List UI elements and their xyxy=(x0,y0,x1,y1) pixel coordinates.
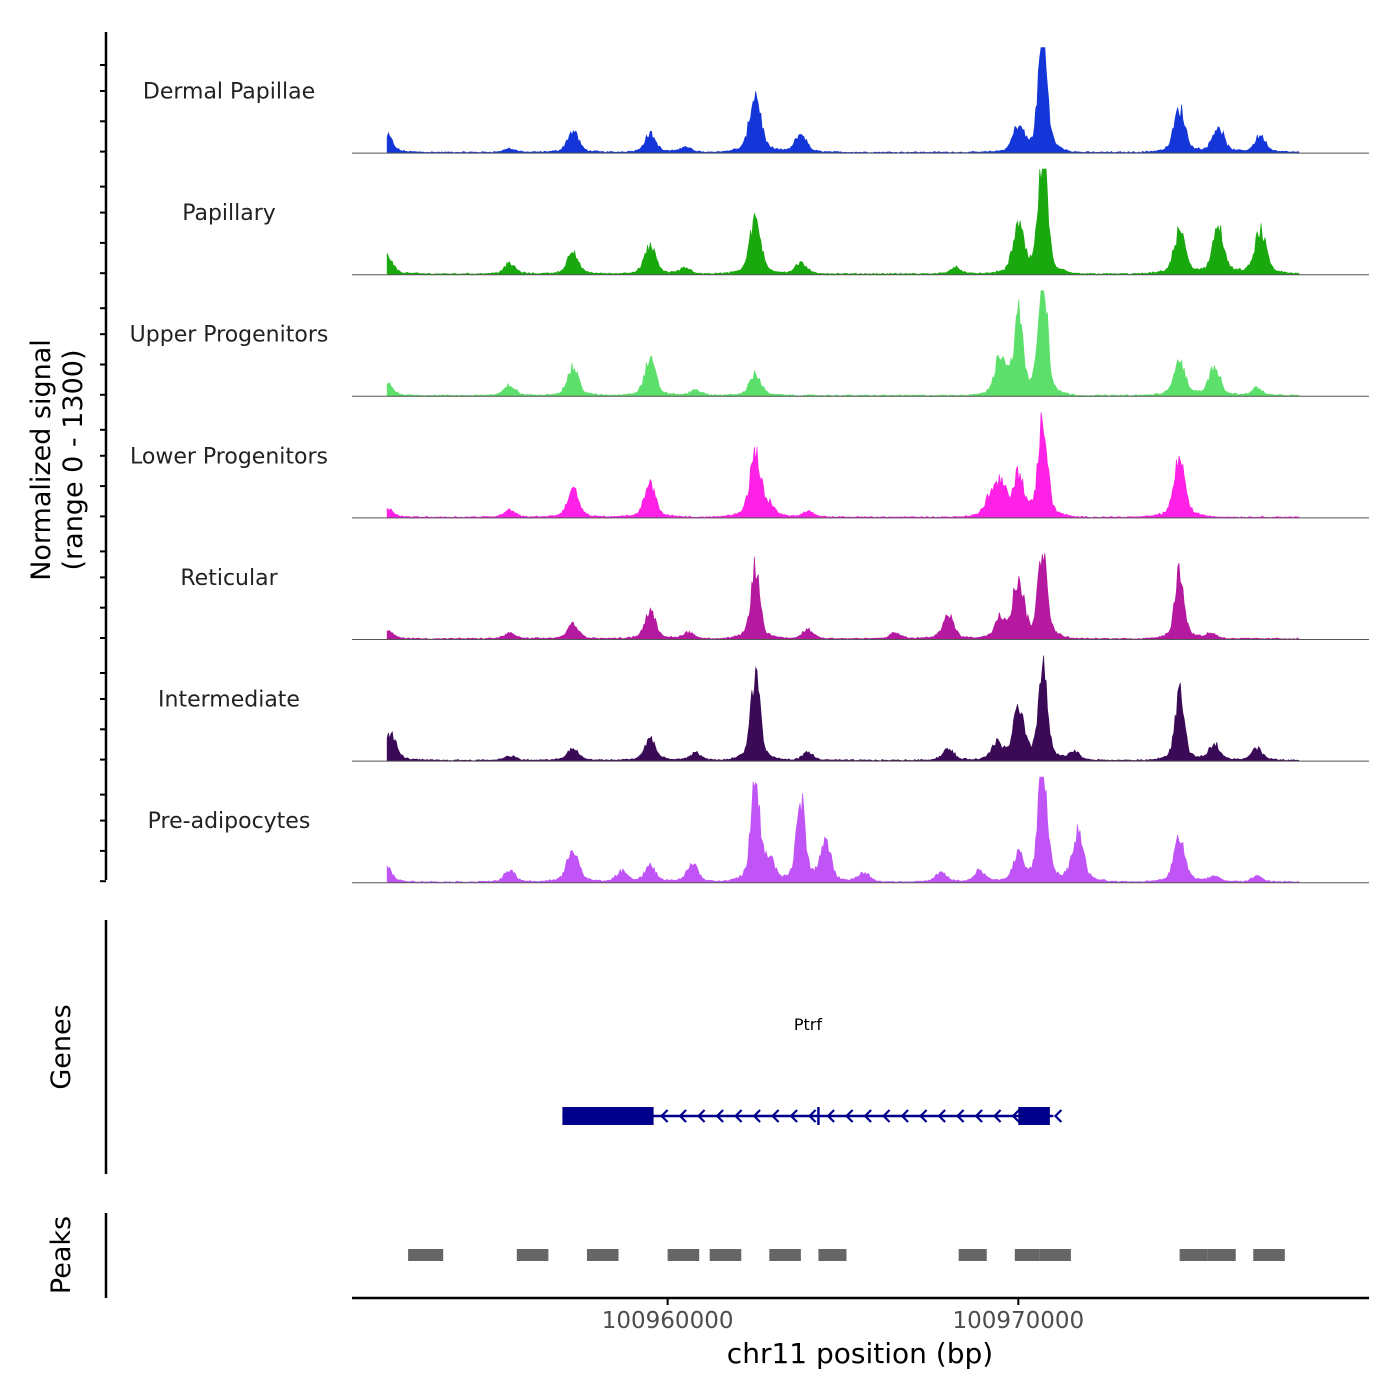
track-label: Dermal Papillae xyxy=(143,80,315,105)
track-signal-area xyxy=(386,168,1300,275)
track-signal-area xyxy=(386,655,1300,762)
track-signal-area xyxy=(386,290,1300,397)
strand-arrow xyxy=(808,1109,817,1123)
strand-arrow xyxy=(900,1109,909,1123)
strand-arrow xyxy=(697,1109,706,1123)
track-label: Intermediate xyxy=(158,688,300,713)
peaks-panel-label: Peaks xyxy=(46,1216,77,1294)
track-upper-progenitors: Upper Progenitors xyxy=(130,290,1369,397)
track-reticular: Reticular xyxy=(180,553,1369,640)
y-axis-label-line2: (range 0 - 1300) xyxy=(58,350,89,571)
peak-region xyxy=(667,1249,700,1261)
track-lower-progenitors: Lower Progenitors xyxy=(130,412,1369,519)
x-tick-label: 100970000 xyxy=(952,1308,1084,1334)
peak-region xyxy=(1179,1249,1208,1261)
peak-region xyxy=(958,1249,987,1261)
peak-region xyxy=(709,1249,742,1261)
gene-name-label: Ptrf xyxy=(794,1015,823,1034)
strand-arrow xyxy=(771,1109,780,1123)
strand-arrow xyxy=(1053,1109,1063,1123)
peak-region xyxy=(1039,1249,1071,1261)
track-pre-adipocytes: Pre-adipocytes xyxy=(148,776,1369,884)
strand-arrow xyxy=(863,1109,872,1123)
peak-region xyxy=(1253,1249,1285,1261)
track-signal-area xyxy=(386,47,1300,154)
peak-region xyxy=(818,1249,847,1261)
track-dermal-papillae: Dermal Papillae xyxy=(143,47,1369,154)
gene-exon xyxy=(562,1107,654,1125)
strand-arrow xyxy=(789,1109,798,1123)
genes-panel-label: Genes xyxy=(46,1004,77,1089)
strand-arrow xyxy=(715,1109,724,1123)
peak-regions xyxy=(408,1249,1285,1261)
y-axis-label-line1: Normalized signal xyxy=(26,339,57,581)
track-label: Pre-adipocytes xyxy=(148,809,311,834)
gene-model: Ptrf xyxy=(562,1015,1063,1125)
strand-arrow xyxy=(974,1109,983,1123)
strand-arrow xyxy=(660,1109,669,1123)
track-signal-area xyxy=(386,412,1300,519)
peak-region xyxy=(1207,1249,1236,1261)
signal-y-axis-ticks xyxy=(100,64,106,883)
track-label: Lower Progenitors xyxy=(130,444,328,469)
x-axis-label: chr11 position (bp) xyxy=(727,1337,993,1370)
strand-arrow xyxy=(919,1109,928,1123)
strand-arrow xyxy=(678,1109,687,1123)
peak-region xyxy=(408,1249,444,1261)
x-tick-label: 100960000 xyxy=(602,1308,734,1334)
strand-arrow xyxy=(993,1109,1002,1123)
gene-exon xyxy=(1018,1107,1050,1125)
signal-tracks: Dermal Papillae Papillary Upper Progenitor… xyxy=(130,47,1369,884)
strand-arrow xyxy=(956,1109,965,1123)
peak-region xyxy=(769,1249,801,1261)
track-label: Upper Progenitors xyxy=(130,323,329,348)
strand-arrow xyxy=(1011,1109,1020,1123)
peak-region xyxy=(586,1249,619,1261)
strand-arrow xyxy=(734,1109,743,1123)
x-axis-ticks: 100960000 100970000 xyxy=(602,1298,1084,1334)
track-label: Papillary xyxy=(182,201,276,226)
strand-arrow xyxy=(752,1109,761,1123)
track-signal-area xyxy=(386,776,1300,883)
track-papillary: Papillary xyxy=(182,168,1369,276)
track-signal-area xyxy=(386,553,1300,640)
track-label: Reticular xyxy=(180,566,278,591)
peak-region xyxy=(1014,1249,1040,1261)
strand-arrow xyxy=(937,1109,946,1123)
track-intermediate: Intermediate xyxy=(158,655,1369,762)
strand-arrow xyxy=(826,1109,835,1123)
strand-arrow xyxy=(882,1109,891,1123)
strand-arrow xyxy=(845,1109,854,1123)
peak-region xyxy=(516,1249,549,1261)
